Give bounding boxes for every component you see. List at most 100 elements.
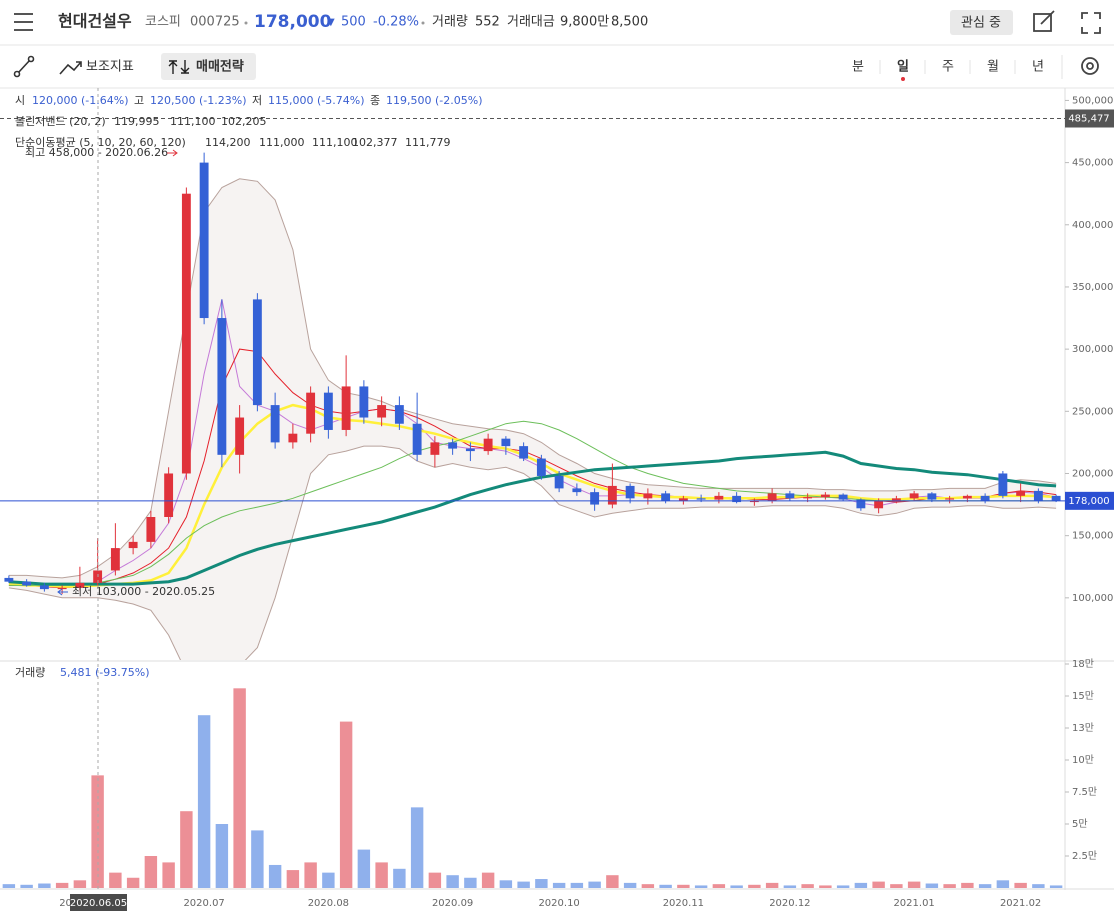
period[interactable]: 월 xyxy=(987,60,999,75)
candle-body xyxy=(661,493,671,501)
y-tick-label: 250,000 xyxy=(1072,406,1113,417)
watch-label[interactable]: 관심 중 xyxy=(961,16,1001,31)
indicator-icon[interactable] xyxy=(59,61,82,75)
candle-body xyxy=(146,517,156,542)
draw-tool-icon[interactable] xyxy=(13,55,35,78)
price-tag-label: 178,000 xyxy=(1068,496,1109,507)
candle-body xyxy=(785,493,795,499)
volume-bar xyxy=(180,811,193,888)
period[interactable]: 주 xyxy=(942,60,954,75)
ohlc-value: 115,000 (-5.74%) xyxy=(268,94,364,107)
volume-bar xyxy=(126,877,140,888)
y-tick-label: 18만 xyxy=(1072,658,1094,670)
volume-bar xyxy=(854,882,868,888)
candle-body xyxy=(341,386,351,430)
volume-title: 거래량 xyxy=(15,666,45,679)
candle-body xyxy=(430,442,440,455)
moving-average xyxy=(8,450,1057,586)
volume-legend-value: 5,481 (-93.75%) xyxy=(60,666,149,679)
change-rate: -0.28% xyxy=(373,15,419,30)
volume-bar xyxy=(748,884,761,888)
strategy-button[interactable]: 매매전략 xyxy=(196,59,244,75)
candle-body xyxy=(270,405,280,443)
fullscreen-icon[interactable] xyxy=(1081,12,1101,34)
volume-bar xyxy=(304,862,317,888)
candle-body xyxy=(110,548,120,571)
active-dot xyxy=(901,77,905,81)
volume-bar xyxy=(2,884,16,888)
candle-body xyxy=(4,577,14,582)
y-tick-label: 13만 xyxy=(1072,722,1094,734)
ohlc-label: 시 xyxy=(15,94,25,107)
code: 000725 xyxy=(190,15,240,30)
candle-body xyxy=(820,494,830,498)
candle-body xyxy=(306,392,316,434)
candle-body xyxy=(856,499,866,509)
price-tag-label: 485,477 xyxy=(1068,113,1109,124)
sma-value: 114,200 xyxy=(205,136,251,149)
candle-body xyxy=(519,446,529,459)
y-tick-label: 10만 xyxy=(1072,754,1094,766)
period[interactable]: 분 xyxy=(852,60,864,75)
volume-label: 거래량 xyxy=(432,15,468,30)
candle-body xyxy=(75,582,85,588)
menu-icon[interactable] xyxy=(14,13,33,31)
volume-bar xyxy=(357,849,371,888)
candle-body xyxy=(128,541,138,549)
candle-body xyxy=(803,497,813,499)
candle-body xyxy=(874,500,884,509)
ohlc-value: 119,500 (-2.05%) xyxy=(386,94,482,107)
settings-icon[interactable] xyxy=(1081,57,1099,75)
candle-body xyxy=(980,495,990,501)
x-tick-label: 2020.10 xyxy=(538,898,579,909)
candle-body xyxy=(1016,490,1026,496)
volume-bar xyxy=(694,885,708,888)
volume-bar xyxy=(943,884,956,888)
candle-body xyxy=(235,417,245,455)
volume-bar xyxy=(659,884,672,888)
volume-bar xyxy=(588,881,601,888)
y-tick-label: 7.5만 xyxy=(1072,786,1097,798)
volume-bar xyxy=(197,715,211,888)
candle-body xyxy=(323,392,333,430)
price: 178,000 xyxy=(254,12,332,32)
volume-bar xyxy=(552,882,566,888)
candle-body xyxy=(945,498,955,500)
ohlc-value: 120,000 (-1.64%) xyxy=(32,94,128,107)
watch-button[interactable] xyxy=(950,10,1013,35)
indicators-button[interactable]: 보조지표 xyxy=(86,60,134,75)
ohlc-label: 저 xyxy=(252,94,262,107)
sma-value: 111,779 xyxy=(405,136,451,149)
x-tick-label: 2020.07 xyxy=(183,898,224,909)
edit-icon[interactable] xyxy=(1033,10,1055,32)
volume-bar xyxy=(819,885,832,888)
volume-bar xyxy=(162,862,175,888)
candle-body xyxy=(39,585,49,590)
axes: 100,000 150,000 200,000 250,000 300,000 350,0… xyxy=(0,95,1114,911)
candle-body xyxy=(199,162,209,319)
volume-bar xyxy=(393,868,406,888)
y-tick-label: 300,000 xyxy=(1072,344,1113,355)
volume-bar xyxy=(268,864,282,888)
volume-bar xyxy=(215,824,229,888)
sma-value: 111,000 xyxy=(259,136,305,149)
period-active[interactable]: 일 xyxy=(897,60,909,75)
volume-bar xyxy=(339,721,353,888)
volume-bar xyxy=(783,885,797,888)
volume-bar xyxy=(907,881,921,888)
market: 코스피 xyxy=(145,15,181,30)
volume-bar xyxy=(481,872,495,888)
strategy-icon[interactable] xyxy=(168,60,190,74)
period-separators xyxy=(879,55,1063,79)
volume-bar xyxy=(925,883,939,888)
y-tick-label: 450,000 xyxy=(1072,158,1113,169)
volume-bar xyxy=(286,870,300,888)
volume-plot xyxy=(2,688,1063,888)
period[interactable]: 년 xyxy=(1032,60,1044,75)
amount: 9,800만 xyxy=(560,15,609,30)
volume-bar xyxy=(641,884,655,888)
ohlc-label: 종 xyxy=(370,94,380,107)
x-tick-label: 2020.08 xyxy=(308,898,349,909)
